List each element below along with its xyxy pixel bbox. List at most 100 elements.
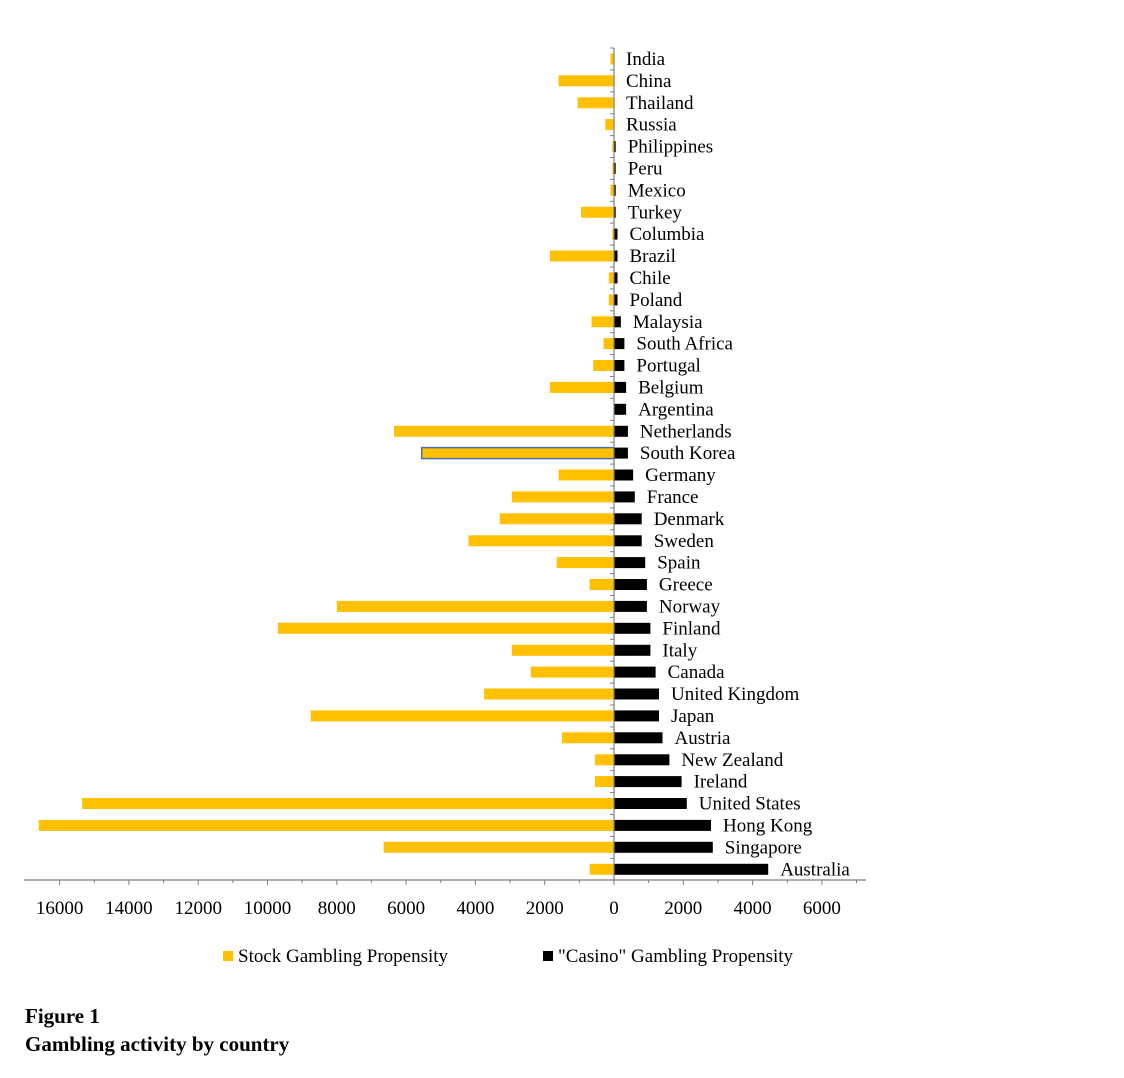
stock-bar-australia: [589, 863, 614, 875]
legend-label-stock: Stock Gambling Propensity: [238, 946, 449, 967]
category-label-italy: Italy: [662, 640, 697, 661]
category-label-singapore: Singapore: [725, 837, 802, 858]
stock-bar-hong-kong: [38, 819, 615, 831]
casino-bar-argentina: [614, 403, 627, 415]
casino-bar-japan: [614, 710, 659, 722]
casino-bar-peru: [614, 162, 616, 174]
x-tick-label: 4000: [734, 898, 772, 919]
x-tick-label: 6000: [387, 898, 425, 919]
stock-bar-new-zealand: [594, 754, 614, 766]
category-label-united-states: United States: [699, 794, 801, 815]
category-label-new-zealand: New Zealand: [681, 750, 783, 771]
casino-bar-poland: [614, 294, 618, 306]
stock-bar-chile: [608, 272, 614, 284]
casino-bar-canada: [614, 666, 656, 678]
category-label-germany: Germany: [645, 465, 716, 486]
casino-bar-australia: [614, 863, 769, 875]
casino-bar-malaysia: [614, 316, 621, 328]
category-label-south-africa: South Africa: [636, 334, 733, 355]
axis-ticks-group: [610, 47, 614, 859]
stock-bar-philippines: [612, 141, 614, 153]
category-label-finland: Finland: [662, 618, 721, 639]
category-label-malaysia: Malaysia: [633, 312, 703, 333]
stock-bar-russia: [605, 119, 614, 131]
x-tick-label: 10000: [244, 898, 292, 919]
casino-bar-austria: [614, 732, 663, 744]
chart: IndiaChinaThailandRussiaPhilippinesPeruM…: [24, 47, 866, 967]
casino-bar-italy: [614, 644, 651, 656]
x-tick-label: 16000: [36, 898, 84, 919]
stock-bar-poland: [608, 294, 614, 306]
stock-bar-peru: [612, 162, 614, 174]
casino-bar-columbia: [614, 228, 618, 240]
category-labels-group: IndiaChinaThailandRussiaPhilippinesPeruM…: [626, 49, 850, 880]
stock-bar-thailand: [577, 97, 614, 109]
category-label-austria: Austria: [675, 728, 732, 749]
category-label-ireland: Ireland: [694, 772, 748, 793]
stock-bar-italy: [511, 644, 614, 656]
stock-bar-united-states: [82, 798, 615, 809]
category-label-canada: Canada: [668, 662, 726, 683]
casino-bar-turkey: [614, 206, 616, 218]
x-tick-label: 6000: [803, 898, 841, 919]
stock-bars-group: [38, 53, 615, 875]
casino-bar-mexico: [614, 184, 616, 196]
casino-bar-france: [614, 491, 635, 503]
casino-bars-group: [614, 141, 769, 875]
casino-bar-sweden: [614, 535, 642, 547]
legend: Stock Gambling Propensity "Casino" Gambl…: [223, 946, 794, 967]
stock-bar-turkey: [581, 206, 614, 218]
legend-swatch-casino: [543, 951, 553, 961]
x-tick-label: 12000: [174, 898, 222, 919]
category-label-france: France: [647, 487, 699, 508]
casino-bar-hong-kong: [614, 819, 711, 831]
category-label-netherlands: Netherlands: [640, 421, 732, 442]
casino-bar-south-korea: [614, 447, 628, 459]
category-label-greece: Greece: [659, 575, 713, 596]
category-label-south-korea: South Korea: [640, 443, 736, 464]
stock-bar-ireland: [594, 776, 614, 788]
category-label-peru: Peru: [628, 158, 663, 179]
category-label-columbia: Columbia: [630, 224, 706, 245]
stock-bar-columbia: [612, 228, 614, 240]
legend-label-casino: "Casino" Gambling Propensity: [558, 946, 794, 967]
casino-bar-new-zealand: [614, 754, 670, 766]
casino-bar-brazil: [614, 250, 618, 262]
stock-bar-germany: [558, 469, 614, 481]
casino-bar-singapore: [614, 841, 713, 853]
category-label-thailand: Thailand: [626, 93, 694, 114]
category-label-norway: Norway: [659, 596, 721, 617]
category-label-poland: Poland: [630, 290, 683, 311]
stock-bar-mexico: [610, 184, 614, 196]
stock-bar-finland: [277, 622, 614, 634]
stock-bar-greece: [589, 579, 614, 590]
casino-bar-netherlands: [614, 425, 628, 437]
figure-title: Gambling activity by country: [25, 1032, 290, 1056]
x-tick-label: 2000: [526, 898, 564, 919]
stock-bar-india: [610, 53, 614, 65]
stock-bar-brazil: [549, 250, 614, 262]
x-tick-label: 14000: [105, 898, 153, 919]
casino-bar-south-africa: [614, 338, 625, 350]
stock-bar-china: [558, 75, 614, 87]
stock-bar-belgium: [549, 381, 614, 393]
stock-bar-austria: [562, 732, 614, 744]
category-label-russia: Russia: [626, 115, 677, 136]
stock-bar-sweden: [468, 535, 614, 547]
stock-bar-portugal: [593, 360, 614, 371]
x-tick-label: 0: [609, 898, 619, 919]
category-label-hong-kong: Hong Kong: [723, 815, 813, 836]
stock-bar-japan: [310, 710, 614, 722]
stock-bar-france: [511, 491, 614, 503]
x-tick-label: 4000: [456, 898, 494, 919]
casino-bar-chile: [614, 272, 618, 284]
casino-bar-germany: [614, 469, 634, 481]
x-tick-label: 8000: [318, 898, 356, 919]
stock-bar-singapore: [383, 841, 614, 853]
x-axis-ticks-group: 16000 14000 12000 10000 8000 6000 4000 2000 0 200…: [36, 880, 857, 919]
category-label-argentina: Argentina: [638, 399, 714, 420]
category-label-chile: Chile: [630, 268, 671, 289]
figure-number: Figure 1: [25, 1004, 100, 1028]
category-label-united-kingdom: United Kingdom: [671, 684, 799, 705]
category-label-china: China: [626, 71, 672, 92]
